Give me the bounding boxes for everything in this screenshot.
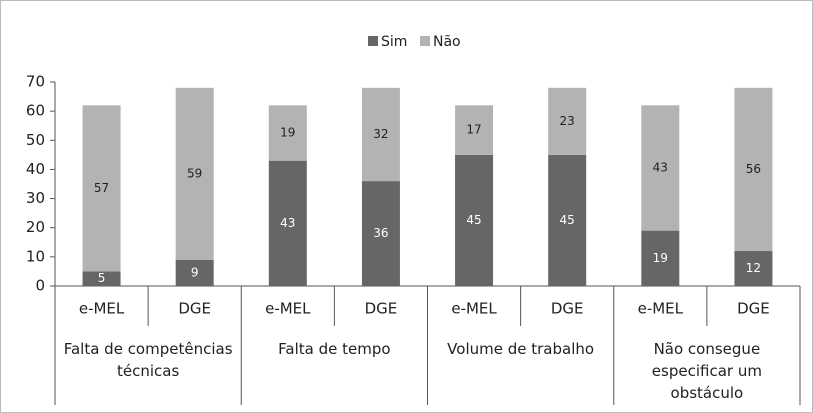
y-tick-label: 70	[26, 73, 45, 91]
x-tick-label: e-MEL	[451, 300, 497, 318]
y-tick-label: 10	[26, 247, 45, 265]
data-label: 45	[466, 213, 481, 227]
bar-segment	[455, 154, 494, 286]
x-tick-label: e-MEL	[265, 300, 311, 318]
data-label: 9	[191, 265, 199, 279]
group-label: Falta de competências técnicas	[63, 340, 233, 380]
data-label: 23	[560, 114, 575, 128]
bar-segment	[82, 105, 121, 272]
x-tick-label: DGE	[365, 300, 398, 318]
data-label: 12	[746, 261, 761, 275]
data-label: 43	[280, 216, 295, 230]
bar-segment	[455, 105, 494, 155]
x-tick-label: DGE	[178, 300, 211, 318]
legend-swatch	[420, 36, 430, 46]
bar-segment	[268, 105, 307, 161]
bar-segment	[175, 259, 214, 286]
legend-label: Não	[433, 34, 461, 50]
bar-segment	[641, 230, 680, 286]
group-label: Não consegue especificar um obstáculo	[651, 340, 762, 402]
y-tick-label: 40	[26, 160, 45, 178]
x-tick-label: e-MEL	[79, 300, 125, 318]
data-label: 59	[187, 166, 202, 180]
bar-segment	[175, 87, 214, 260]
x-tick-label: DGE	[551, 300, 584, 318]
y-tick-label: 20	[26, 218, 45, 236]
y-tick-label: 0	[35, 277, 45, 295]
bar-segment	[548, 87, 587, 155]
data-label: 56	[746, 162, 761, 176]
data-label: 43	[653, 160, 668, 174]
y-tick-label: 30	[26, 189, 45, 207]
y-tick-label: 60	[26, 102, 45, 120]
data-label: 19	[653, 251, 668, 265]
x-tick-label: DGE	[737, 300, 770, 318]
bar-segment	[734, 251, 773, 286]
y-tick-label: 50	[26, 131, 45, 149]
data-label: 5	[98, 271, 106, 285]
bar-segment	[268, 160, 307, 286]
data-label: 32	[373, 127, 388, 141]
bar-segment	[82, 271, 121, 286]
data-label: 17	[466, 123, 481, 137]
bar-segment	[361, 87, 400, 182]
legend-swatch	[368, 36, 378, 46]
data-label: 45	[560, 213, 575, 227]
data-label: 19	[280, 126, 295, 140]
group-label: Volume de trabalho	[447, 340, 595, 358]
bar-segment	[641, 105, 680, 231]
group-label: Falta de tempo	[278, 340, 391, 358]
data-label: 36	[373, 226, 388, 240]
bar-segment	[734, 87, 773, 252]
bar-segment	[361, 181, 400, 286]
legend-label: Sim	[381, 34, 407, 50]
data-label: 57	[94, 181, 109, 195]
x-tick-label: e-MEL	[638, 300, 684, 318]
bar-segment	[548, 154, 587, 286]
